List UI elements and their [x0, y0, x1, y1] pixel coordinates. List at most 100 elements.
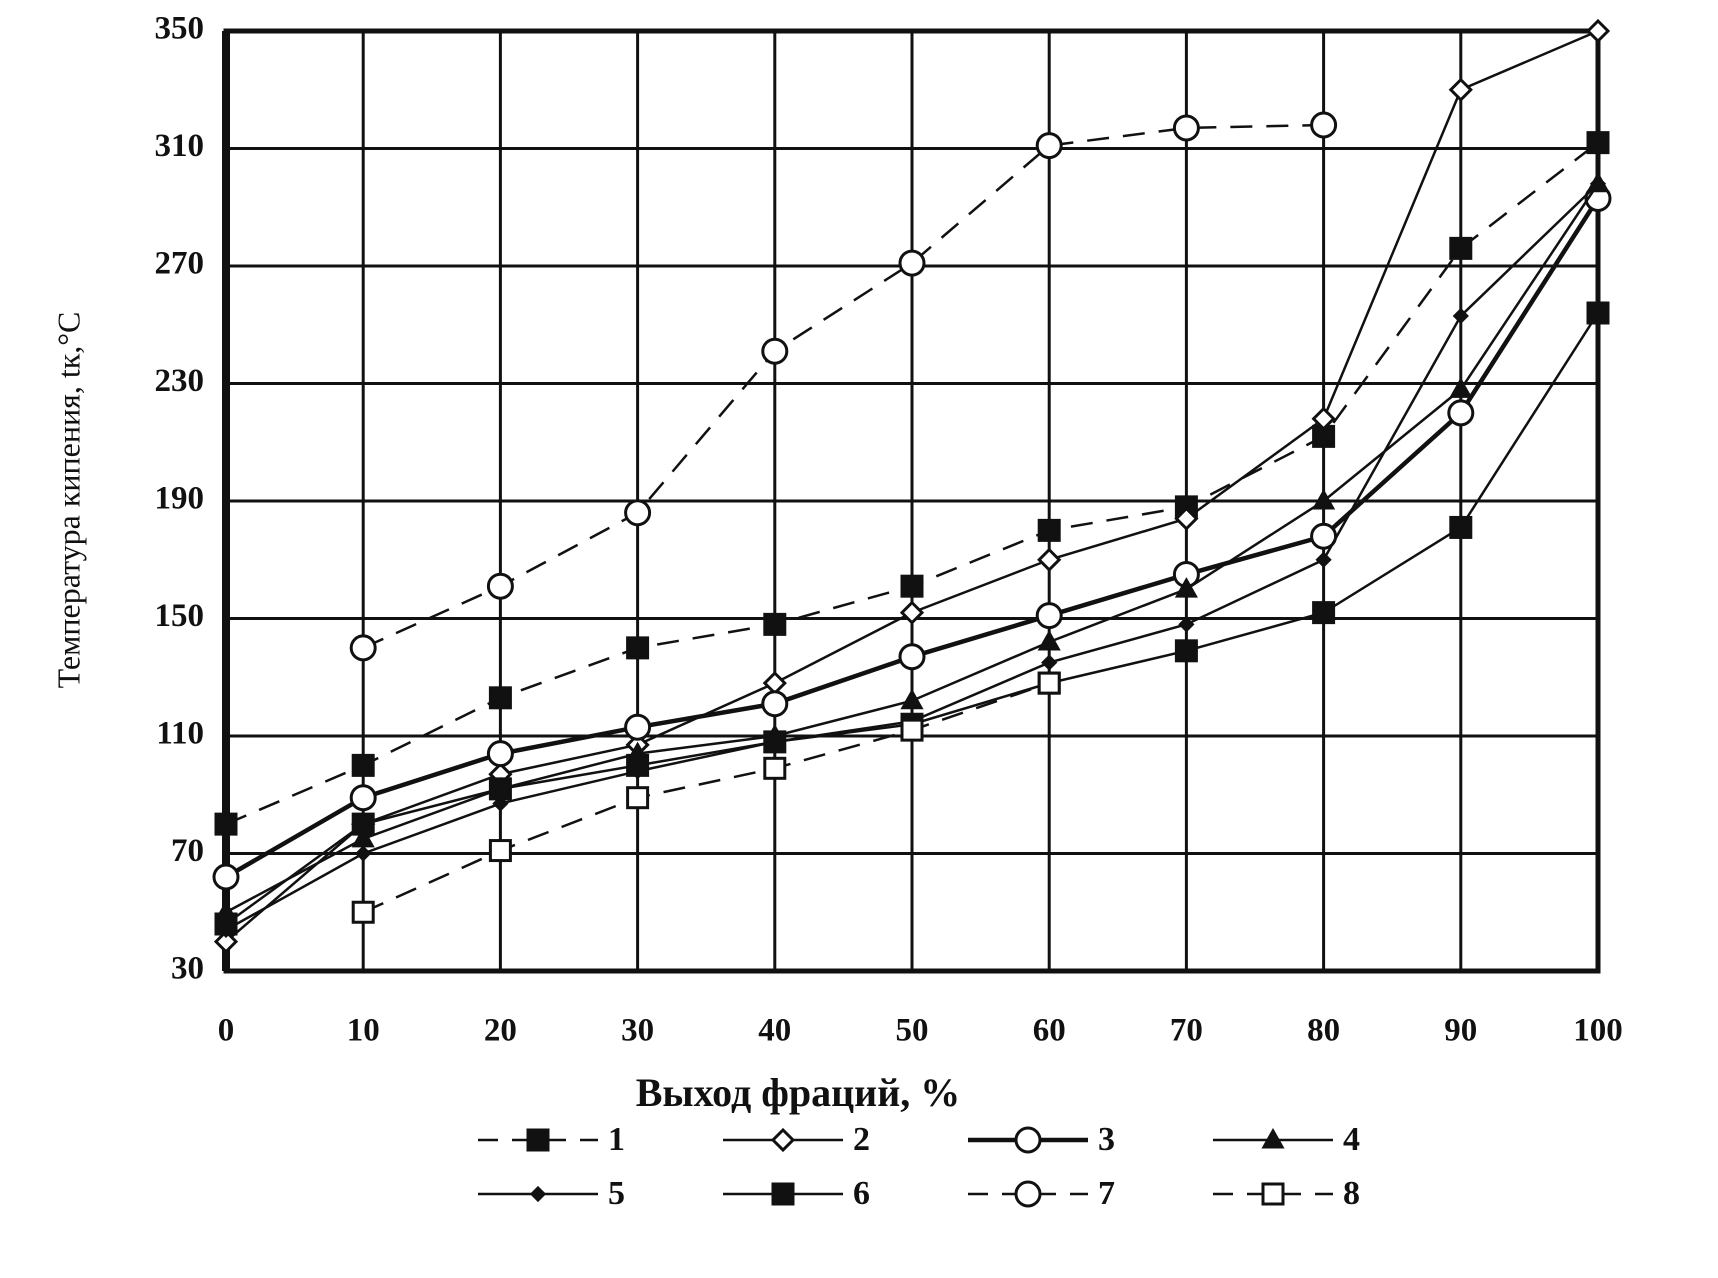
marker — [624, 713, 652, 741]
marker — [1172, 114, 1200, 142]
marker — [761, 690, 789, 718]
y-tick-label: 190 — [155, 481, 205, 517]
marker — [1037, 629, 1061, 651]
marker — [529, 1185, 547, 1203]
marker — [1037, 547, 1062, 572]
marker — [1035, 602, 1063, 630]
marker — [1035, 132, 1063, 160]
marker — [349, 784, 377, 812]
marker — [626, 753, 650, 777]
y-tick-label: 350 — [155, 11, 205, 47]
legend-item: 7 — [968, 1175, 1115, 1212]
marker — [762, 671, 787, 696]
marker — [488, 839, 512, 863]
marker — [1037, 671, 1061, 695]
marker — [1311, 406, 1336, 431]
marker — [486, 572, 514, 600]
marker — [349, 634, 377, 662]
x-tick-label: 70 — [1170, 1013, 1203, 1049]
x-tick-label: 40 — [758, 1013, 791, 1049]
marker — [763, 612, 787, 636]
marker — [900, 574, 924, 598]
marker — [1014, 1126, 1042, 1154]
y-tick-label: 230 — [155, 363, 205, 399]
marker — [771, 1182, 795, 1206]
marker — [1452, 307, 1469, 325]
legend-label: 3 — [1098, 1121, 1115, 1158]
marker — [213, 929, 239, 954]
marker — [1041, 654, 1058, 671]
x-tick-label: 30 — [621, 1013, 654, 1049]
marker — [1586, 131, 1610, 155]
marker — [1037, 518, 1061, 542]
marker — [214, 812, 238, 836]
legend-label: 7 — [1098, 1175, 1115, 1212]
x-tick-label: 90 — [1444, 1013, 1477, 1049]
legend-label: 5 — [608, 1175, 625, 1212]
marker — [1174, 639, 1198, 663]
marker — [1448, 77, 1473, 102]
y-tick-label: 270 — [155, 246, 205, 282]
marker — [1586, 301, 1610, 325]
marker — [351, 900, 375, 924]
marker — [486, 740, 514, 768]
y-tick-label: 310 — [155, 128, 205, 164]
marker — [763, 756, 787, 780]
marker — [1014, 1180, 1042, 1208]
marker — [526, 1128, 550, 1152]
marker — [351, 753, 375, 777]
marker — [900, 718, 924, 742]
marker — [488, 686, 512, 710]
legend-item: 5 — [478, 1175, 625, 1212]
series-line — [362, 681, 1050, 914]
marker — [351, 812, 375, 836]
y-axis-label: Температура кипения, tк,°C — [50, 312, 86, 689]
marker — [1178, 616, 1195, 633]
series-line — [362, 123, 1324, 650]
marker — [1312, 488, 1336, 510]
legend-item: 6 — [723, 1175, 870, 1212]
marker — [898, 249, 926, 277]
legend-label: 2 — [853, 1121, 870, 1158]
x-tick-label: 60 — [1033, 1013, 1066, 1049]
marker — [898, 643, 926, 671]
marker — [214, 912, 238, 936]
x-axis-label: Выход фраций, % — [636, 1070, 961, 1115]
marker — [1449, 377, 1473, 398]
marker — [626, 786, 650, 810]
marker — [1310, 111, 1338, 139]
marker — [1174, 506, 1199, 531]
marker — [624, 499, 652, 527]
legend-item: 3 — [968, 1121, 1115, 1158]
marker — [900, 688, 924, 710]
marker — [763, 730, 787, 754]
y-tick-label: 110 — [156, 716, 204, 752]
legend-label: 6 — [853, 1175, 870, 1212]
legend-label: 1 — [608, 1121, 625, 1158]
marker — [1315, 551, 1332, 568]
marker — [1312, 601, 1336, 625]
marker — [488, 777, 512, 801]
legend-item: 4 — [1213, 1121, 1360, 1158]
y-tick-label: 150 — [155, 598, 205, 634]
marker — [1261, 1182, 1285, 1206]
legend-item: 2 — [723, 1121, 870, 1158]
marker — [1589, 175, 1607, 192]
y-tick-label: 30 — [171, 951, 204, 987]
marker — [1174, 577, 1198, 598]
legend-label: 4 — [1343, 1121, 1360, 1158]
x-tick-label: 80 — [1307, 1013, 1340, 1049]
marker — [1261, 1127, 1285, 1149]
marker — [1449, 515, 1473, 539]
marker — [355, 845, 372, 862]
marker — [212, 863, 240, 891]
legend-item: 8 — [1213, 1175, 1360, 1212]
marker — [492, 795, 509, 812]
x-tick-label: 20 — [484, 1013, 517, 1049]
marker — [761, 337, 789, 365]
marker — [1447, 399, 1475, 427]
x-tick-label: 50 — [896, 1013, 929, 1049]
marker — [1585, 18, 1611, 44]
marker — [770, 1127, 796, 1153]
